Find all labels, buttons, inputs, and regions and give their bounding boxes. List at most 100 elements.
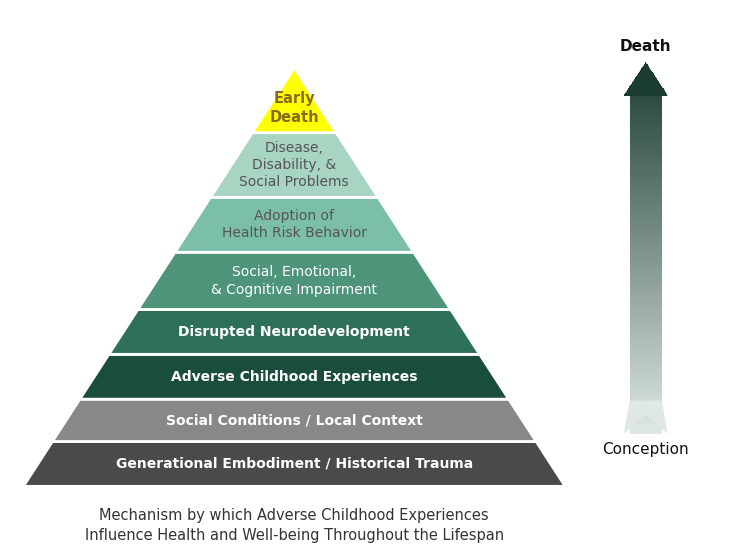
Bar — [630, 181, 662, 183]
Bar — [632, 82, 659, 83]
Bar — [630, 97, 662, 100]
Bar — [630, 304, 662, 306]
Bar — [631, 85, 661, 86]
Bar — [630, 319, 662, 320]
Polygon shape — [24, 442, 565, 486]
Text: Conception: Conception — [603, 442, 689, 457]
Bar — [630, 159, 662, 161]
Bar — [630, 139, 662, 140]
Bar — [630, 183, 662, 185]
Bar — [630, 261, 662, 263]
Bar — [630, 367, 662, 369]
Text: Mechanism by which Adverse Childhood Experiences
Influence Health and Well-being: Mechanism by which Adverse Childhood Exp… — [85, 508, 503, 543]
Bar — [630, 365, 662, 367]
Text: Social, Emotional,
& Cognitive Impairment: Social, Emotional, & Cognitive Impairmen… — [211, 265, 377, 296]
Bar — [634, 80, 658, 81]
Bar — [632, 83, 659, 84]
Bar — [630, 341, 662, 343]
Polygon shape — [624, 400, 646, 434]
Bar — [627, 90, 664, 91]
Bar — [630, 259, 662, 261]
Bar — [630, 380, 662, 382]
Bar — [630, 382, 662, 384]
Bar — [630, 397, 662, 398]
Polygon shape — [52, 399, 536, 442]
Bar — [630, 287, 662, 289]
Polygon shape — [210, 133, 378, 197]
Bar — [630, 148, 662, 150]
Bar — [625, 92, 666, 94]
Bar — [630, 359, 662, 361]
Bar — [630, 253, 662, 256]
Bar — [625, 93, 666, 94]
Bar — [630, 239, 662, 241]
Bar — [630, 164, 662, 167]
Bar — [640, 70, 651, 72]
Bar — [630, 424, 662, 426]
Bar — [630, 194, 662, 196]
Bar — [630, 170, 662, 172]
Bar — [630, 257, 662, 259]
Text: Disrupted Neurodevelopment: Disrupted Neurodevelopment — [179, 325, 410, 339]
Bar — [630, 246, 662, 248]
Bar — [630, 250, 662, 252]
Bar — [630, 113, 662, 114]
Bar — [630, 268, 662, 270]
Bar — [630, 337, 662, 339]
Bar — [630, 153, 662, 155]
Bar — [630, 263, 662, 265]
Bar — [630, 417, 662, 419]
Bar — [630, 120, 662, 122]
Bar — [630, 326, 662, 328]
Bar — [644, 65, 648, 66]
Bar — [630, 136, 662, 139]
Bar — [630, 400, 662, 402]
Bar — [631, 85, 661, 86]
Bar — [630, 409, 662, 412]
Bar — [630, 350, 662, 352]
Bar — [630, 196, 662, 198]
Bar — [630, 209, 662, 211]
Bar — [630, 376, 662, 378]
Bar — [630, 161, 662, 163]
Bar — [630, 129, 662, 131]
Text: Death: Death — [620, 39, 672, 54]
Bar — [630, 281, 662, 284]
Bar — [638, 74, 653, 75]
Bar — [641, 69, 650, 70]
Bar — [634, 79, 657, 80]
Bar — [630, 96, 662, 97]
Bar — [645, 62, 646, 64]
Bar — [630, 111, 662, 113]
Bar — [630, 412, 662, 413]
Bar — [630, 421, 662, 423]
Bar — [630, 356, 662, 358]
Bar — [630, 224, 662, 226]
Bar — [636, 77, 656, 79]
Bar — [630, 291, 662, 292]
Bar — [630, 402, 662, 404]
Bar — [630, 373, 662, 374]
Bar — [630, 361, 662, 363]
Bar — [630, 107, 662, 109]
Bar — [630, 289, 662, 291]
Bar — [635, 77, 656, 79]
Bar — [630, 105, 662, 107]
Bar — [630, 323, 662, 324]
Bar — [630, 114, 662, 116]
Bar — [630, 131, 662, 133]
Bar — [630, 245, 662, 246]
Bar — [643, 66, 648, 67]
Polygon shape — [109, 310, 480, 354]
Bar — [630, 430, 662, 432]
Bar — [642, 68, 650, 70]
Bar — [630, 432, 662, 434]
Bar — [630, 272, 662, 274]
Text: Early
Death: Early Death — [270, 91, 319, 125]
Bar — [630, 222, 662, 224]
Polygon shape — [624, 62, 667, 96]
Bar — [630, 265, 662, 267]
Bar — [630, 211, 662, 213]
Bar — [630, 339, 662, 341]
Bar — [640, 70, 651, 71]
